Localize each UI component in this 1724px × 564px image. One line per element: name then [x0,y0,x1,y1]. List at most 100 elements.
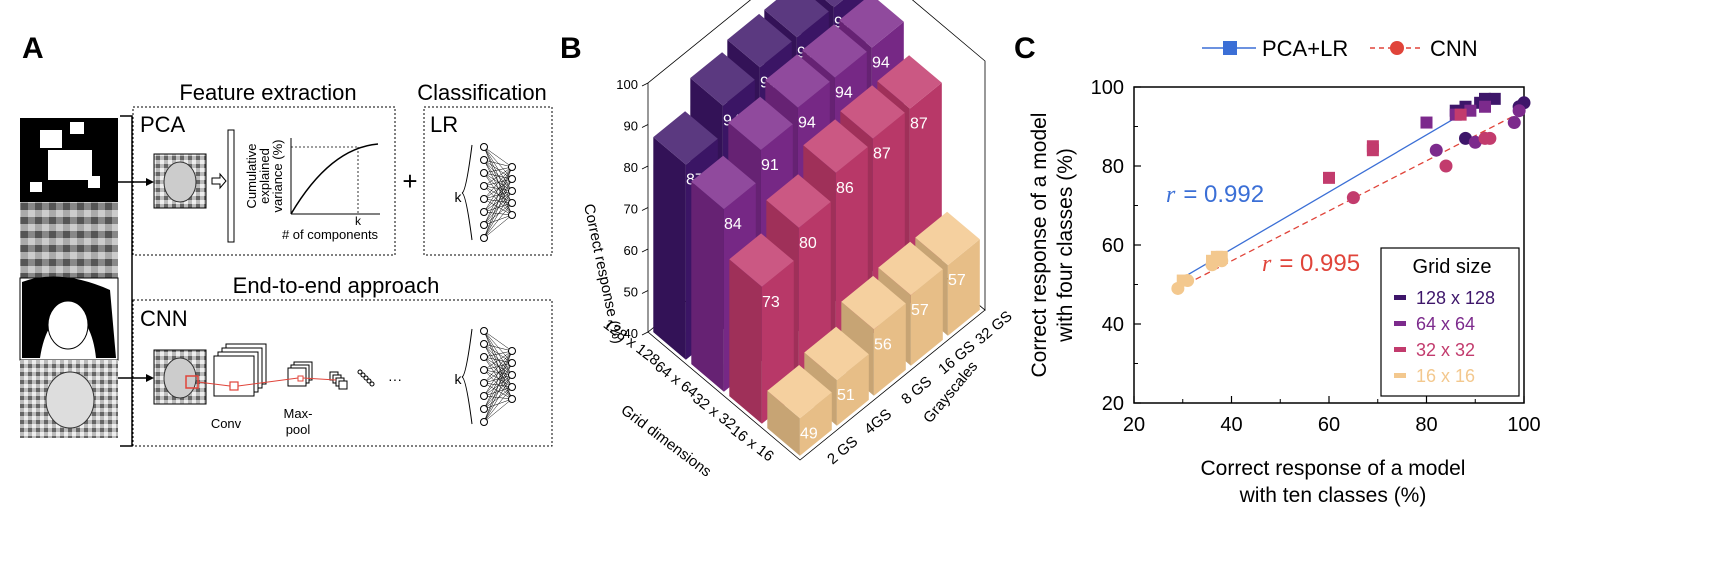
bar-left-face [653,137,686,360]
xaxis-label-line2: with ten classes (%) [1239,484,1427,507]
classification-title: Classification [417,80,547,105]
pca-r-annotation: r = 0.992 [1166,181,1264,208]
nn-edge [483,386,513,397]
e2e-title: End-to-end approach [233,273,440,298]
cnn-point [1181,274,1195,288]
nn-edge [483,166,513,213]
z-tick-label: 90 [624,119,638,134]
r-symbol: r [1262,251,1272,277]
bar-left-face [729,259,762,424]
bar-right-face [799,392,832,456]
cnn-point [1468,135,1482,149]
conv-feature-maps [213,343,267,397]
nn-edge [483,369,513,400]
nn-edge [483,166,513,174]
pca-lr-point [1323,171,1335,184]
x-tick-label: 20 [1123,414,1145,436]
nn-input-node [480,182,488,190]
nn-edge [483,190,513,239]
flatten-vector [227,129,235,243]
pca-lr-point [1366,144,1379,157]
nn-edge [483,330,513,352]
hollow-arrow-icon [211,172,227,190]
grayscale-tick-label: 4GS [861,406,895,438]
cnn-network-icon [461,327,516,426]
nn-input-node [480,327,488,335]
bar-top-face [877,55,942,109]
bar-value-label: 94 [872,55,890,72]
z-tick-label: 50 [624,285,638,300]
bar-value-label: 91 [761,157,779,174]
z-tick-label: 100 [616,77,638,92]
nn-edge [483,386,513,423]
bar-top-face [804,326,869,380]
cnn-r-value: = 0.995 [1279,250,1360,277]
cnn-point [1171,281,1185,295]
x-tick-label: 80 [1415,414,1437,436]
bar-top-face [803,119,868,173]
panel-label-a: A [22,32,44,65]
bar-value-label: 73 [762,294,780,311]
pca-fit-line [1177,94,1496,282]
bar-right-face [836,354,869,426]
nn-edge [483,343,513,388]
nn-edge [483,350,513,371]
xaxis-label-grid-dimensions: Grid dimensions [618,402,715,481]
nn-edge [483,398,513,423]
nn-input-node [480,169,488,177]
top-legend: PCA+LR CNN [1202,36,1478,61]
panel-c-scatter-chart: C 20 40 60 80 100 20 40 60 80 100 r = 0.992 r = 0.995… [1014,32,1541,507]
nn-edge [483,166,513,200]
y-tick-label: 80 [1102,156,1124,178]
nn-edge [483,172,513,192]
bar-top-face [878,241,943,296]
bar-top-face [841,275,906,330]
bar-top-face [764,0,829,38]
nn-edge [483,369,513,388]
nn-input-node [480,379,488,387]
nn-edge [483,146,513,216]
nn-edge [483,350,513,358]
ellipsis: ··· [388,371,402,387]
z-tick-label: 40 [624,326,638,341]
nn-edge [483,362,513,423]
image-strip [19,115,133,447]
bar-value-label: 86 [836,180,854,197]
cnn-point [1215,254,1229,268]
nn-output-node [508,395,516,403]
nn-output-node [508,347,516,355]
classification-box [423,106,553,256]
cum-k-label: k [355,214,362,228]
nn-output-node [508,199,516,207]
bar-top-face [690,52,755,106]
cnn-point [1483,131,1497,145]
y-tick-label: 20 [1102,393,1124,415]
nn-input-node [480,221,488,229]
bar-top-face [728,96,793,150]
cnn-label: CNN [140,306,188,331]
pca-label: PCA [140,112,186,137]
nn-edge [483,343,513,364]
pool-feature-maps [287,361,313,387]
x-tick-label: 60 [1318,414,1340,436]
maxpool-label-1: Max- [284,406,313,421]
nn-edge [483,202,513,226]
grid-size-legend: Grid size 128 x 128 64 x 64 32 x 32 16 x 16 [1380,247,1520,397]
lr-k-label: k [455,189,463,205]
z-tick [641,165,649,170]
panel-b-3d-bar-chart: B 40506070809010096969496948794948757879… [560,0,1016,480]
pca-lr-point [1479,100,1491,113]
z-tick [641,82,649,87]
pca-lr-point [1464,104,1477,117]
nn-edge [483,356,513,400]
legend-swatch [1394,321,1406,326]
nn-edge [483,159,513,216]
pca-legend-marker [1223,41,1237,55]
cum-ylabel-3: variance (%) [270,140,285,213]
cnn-point [1205,258,1219,272]
bar-top-face [767,365,832,419]
nn-edge [483,350,513,397]
nn-edge [483,211,513,216]
nn-edge [483,382,513,400]
